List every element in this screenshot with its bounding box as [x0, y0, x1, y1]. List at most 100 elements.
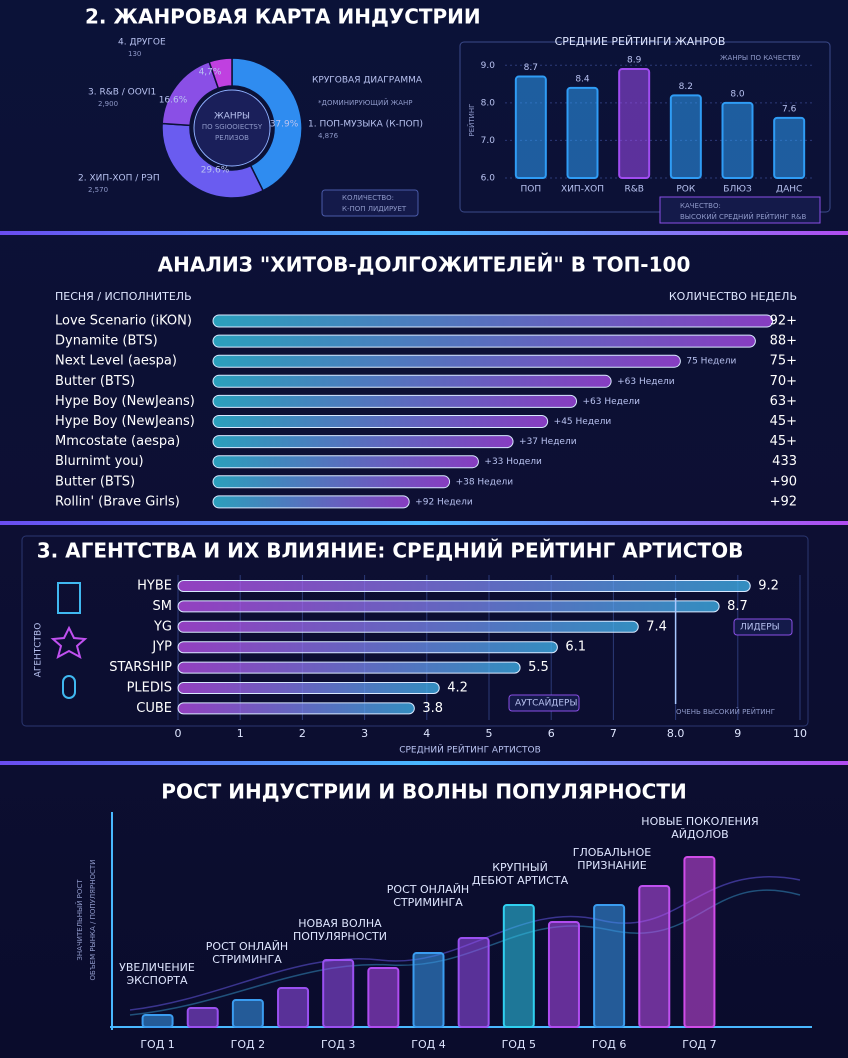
value-label: 8.4 [575, 74, 590, 84]
annotation: РОСТ ОНЛАЙН [206, 940, 288, 953]
x-tick-label: 5 [486, 727, 493, 740]
building-icon [57, 582, 81, 614]
week-label: 70+ [770, 374, 797, 389]
value-label: 7.4 [646, 619, 667, 634]
bar [547, 921, 580, 1028]
y-tick-label: 8.0 [481, 98, 496, 108]
category-label: Hype Boy (NewJeans) [55, 394, 195, 409]
panel [459, 41, 831, 213]
donut-center [193, 89, 271, 167]
y-axis-label: АГЕНТСТВО [34, 623, 44, 678]
bar [212, 354, 681, 368]
category-label: Butter (BTS) [55, 474, 135, 489]
center-label: ЖАНРЫ [214, 112, 250, 122]
bar [638, 885, 671, 1028]
bar [212, 495, 410, 509]
x-tick-label: 1 [237, 727, 244, 740]
category-label: Dynamite (BTS) [55, 334, 158, 349]
annotation-box [508, 694, 580, 712]
bar-note: +33 Нодели [484, 457, 542, 467]
bar [231, 999, 264, 1028]
category-label: 2. ХИП-ХОП / РЭП [78, 174, 160, 184]
bar [177, 702, 415, 715]
slice-label: 37.9% [270, 120, 299, 130]
category-label: JYP [151, 640, 172, 655]
bar [177, 641, 558, 654]
annotation-box [321, 189, 419, 217]
category-label: Rollin' (Brave Girls) [55, 494, 180, 509]
category-label: STARSHIP [109, 660, 172, 675]
separator [0, 231, 848, 235]
center-label: ПО SGIOOIECTSY [202, 123, 263, 131]
week-label: 63+ [770, 394, 797, 409]
annotation: ЖАНРЫ ПО КАЧЕСТВУ [720, 54, 801, 62]
value-label: 6.1 [565, 640, 586, 655]
section-title: 2. ЖАНРОВАЯ КАРТА ИНДУСТРИИ [85, 5, 481, 29]
x-tick-label: 3 [361, 727, 368, 740]
x-tick-label: ГОД 4 [411, 1038, 445, 1051]
category-label: 3. R&B / OOVI1 [88, 88, 156, 98]
value-label: 5.5 [528, 660, 549, 675]
value-label: 8.0 [730, 89, 745, 99]
note-box [659, 196, 821, 224]
annotation: УВЕЛИЧЕНИЕ [119, 961, 195, 974]
column-header: ПЕСНЯ / ИСПОЛНИТЕЛЬ [55, 290, 192, 303]
annotation: СТРИМИНГА [393, 896, 463, 909]
bar [212, 475, 451, 489]
y-axis-label: ЗНАЧИТЕЛЬНЫЙ РОСТ [75, 879, 84, 961]
bar-note: +38 Недели [456, 477, 514, 487]
bar [593, 904, 626, 1028]
value-label: 8.2 [679, 82, 693, 92]
x-tick-label: ГОД 2 [231, 1038, 265, 1051]
annotation: КРУПНЫЙ [492, 861, 548, 874]
category-label: 4. ДРУГОЕ [118, 38, 166, 48]
bar [212, 415, 549, 428]
x-tick-label: 7 [610, 727, 617, 740]
value-label: 8.9 [627, 56, 642, 66]
count-label: 4,876 [318, 132, 339, 140]
category-label: YG [153, 619, 172, 634]
annotation: ПРИЗНАНИЕ [577, 859, 646, 872]
legend-title: КРУГОВАЯ ДИАГРАММА [312, 76, 423, 86]
category-label: 1. ПОП-МУЗЫКА (К-ПОП) [308, 120, 423, 130]
bar-note: +63 Недели [617, 377, 675, 387]
y-axis-label: РЕЙТИНГ [467, 104, 476, 137]
week-label: +90 [770, 474, 797, 489]
section-title: 3. АГЕНТСТВА И ИХ ВЛИЯНИЕ: СРЕДНИЙ РЕЙТИ… [37, 539, 744, 563]
x-tick-label: ГОД 1 [140, 1038, 174, 1051]
week-label: 88+ [770, 334, 797, 349]
star-icon [50, 625, 88, 660]
bar [177, 600, 720, 613]
bar-note: +63 Недели [583, 397, 641, 407]
x-tick-label: ДАНС [776, 185, 802, 195]
note: *ДОМИНИРУЮЩИЙ ЖАНР [318, 98, 412, 107]
week-label: 92+ [770, 314, 797, 329]
bar [322, 959, 355, 1028]
value-label: 3.8 [422, 701, 443, 716]
bar [566, 86, 599, 179]
x-tick-label: ГОД 3 [321, 1038, 355, 1051]
week-label: 433 [772, 454, 797, 469]
bar [186, 1007, 219, 1028]
bar-note: +37 Недели [519, 437, 577, 447]
center-label: РЕЛИЗОВ [215, 134, 249, 142]
donut-slice [161, 122, 265, 199]
annotation: НОВАЯ ВОЛНА [298, 917, 382, 930]
bar [212, 455, 479, 469]
annotation: НОВЫЕ ПОКОЛЕНИЯ [641, 815, 758, 828]
annotation: АУТСАЙДЕРЫ [515, 697, 577, 709]
annotation: ЭКСПОРТА [127, 974, 188, 987]
section-title: АНАЛИЗ "ХИТОВ-ДОЛГОЖИТЕЛЕЙ" В ТОП-100 [158, 253, 691, 277]
annotation: ПОПУЛЯРНОСТИ [293, 930, 387, 943]
separator [0, 521, 848, 525]
donut-slice [231, 57, 303, 192]
annotation: ДЕБЮТ АРТИСТА [472, 874, 569, 887]
category-label: Mmcostate (aespa) [55, 434, 180, 449]
bar [141, 1014, 174, 1028]
bar [177, 661, 521, 674]
bar [502, 904, 535, 1028]
bar [177, 580, 751, 592]
value-label: 7.6 [782, 104, 797, 114]
bar [212, 314, 774, 328]
